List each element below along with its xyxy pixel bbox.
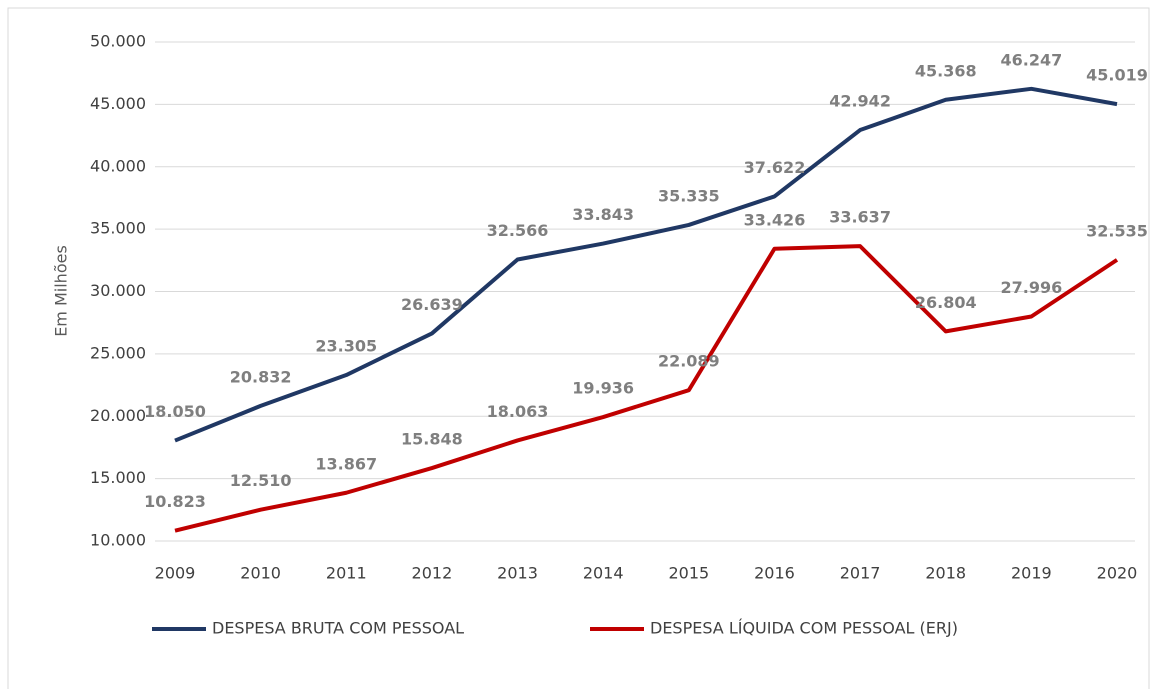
y-tick-label: 50.000 [90,32,146,51]
value-label: 32.535 [1086,221,1148,240]
value-label: 33.426 [744,210,806,229]
y-tick-label: 40.000 [90,156,146,175]
value-label: 46.247 [1000,50,1062,69]
value-label: 23.305 [315,337,377,356]
value-label: 22.089 [658,352,720,371]
y-tick-label: 10.000 [90,531,146,550]
value-label: 42.942 [829,92,891,111]
x-tick-label: 2019 [1011,564,1052,583]
y-tick-label: 45.000 [90,94,146,113]
y-tick-label: 15.000 [90,468,146,487]
legend-label: DESPESA BRUTA COM PESSOAL [212,619,464,638]
value-label: 26.804 [915,293,977,312]
value-label: 13.867 [315,454,377,473]
value-label: 45.019 [1086,66,1148,85]
x-tick-label: 2009 [155,564,196,583]
series-line [174,244,1119,533]
series-line [174,86,1118,443]
value-label: 26.639 [401,295,463,314]
y-tick-label: 30.000 [90,281,146,300]
value-label: 18.050 [144,402,206,421]
x-tick-label: 2012 [412,564,453,583]
value-label: 33.843 [572,205,634,224]
x-tick-label: 2014 [583,564,624,583]
x-tick-label: 2016 [754,564,795,583]
x-tick-label: 2015 [668,564,709,583]
value-label: 37.622 [744,158,806,177]
y-tick-label: 35.000 [90,219,146,238]
x-tick-label: 2010 [240,564,281,583]
x-tick-label: 2013 [497,564,538,583]
value-label: 12.510 [230,471,292,490]
legend-label: DESPESA LÍQUIDA COM PESSOAL (ERJ) [650,619,958,638]
x-tick-label: 2020 [1097,564,1138,583]
value-label: 32.566 [487,221,549,240]
y-tick-label: 20.000 [90,406,146,425]
value-label: 20.832 [230,367,292,386]
chart-frame [7,7,1150,689]
value-label: 15.848 [401,430,463,449]
x-tick-label: 2011 [326,564,367,583]
x-tick-label: 2018 [925,564,966,583]
value-label: 35.335 [658,186,720,205]
x-tick-label: 2017 [840,564,881,583]
value-label: 10.823 [144,492,206,511]
y-axis-label: Em Milhões [52,245,71,337]
value-label: 27.996 [1000,278,1062,297]
value-label: 18.063 [487,402,549,421]
value-label: 19.936 [572,379,634,398]
value-label: 45.368 [915,61,977,80]
value-label: 33.637 [829,208,891,227]
y-tick-label: 25.000 [90,343,146,362]
